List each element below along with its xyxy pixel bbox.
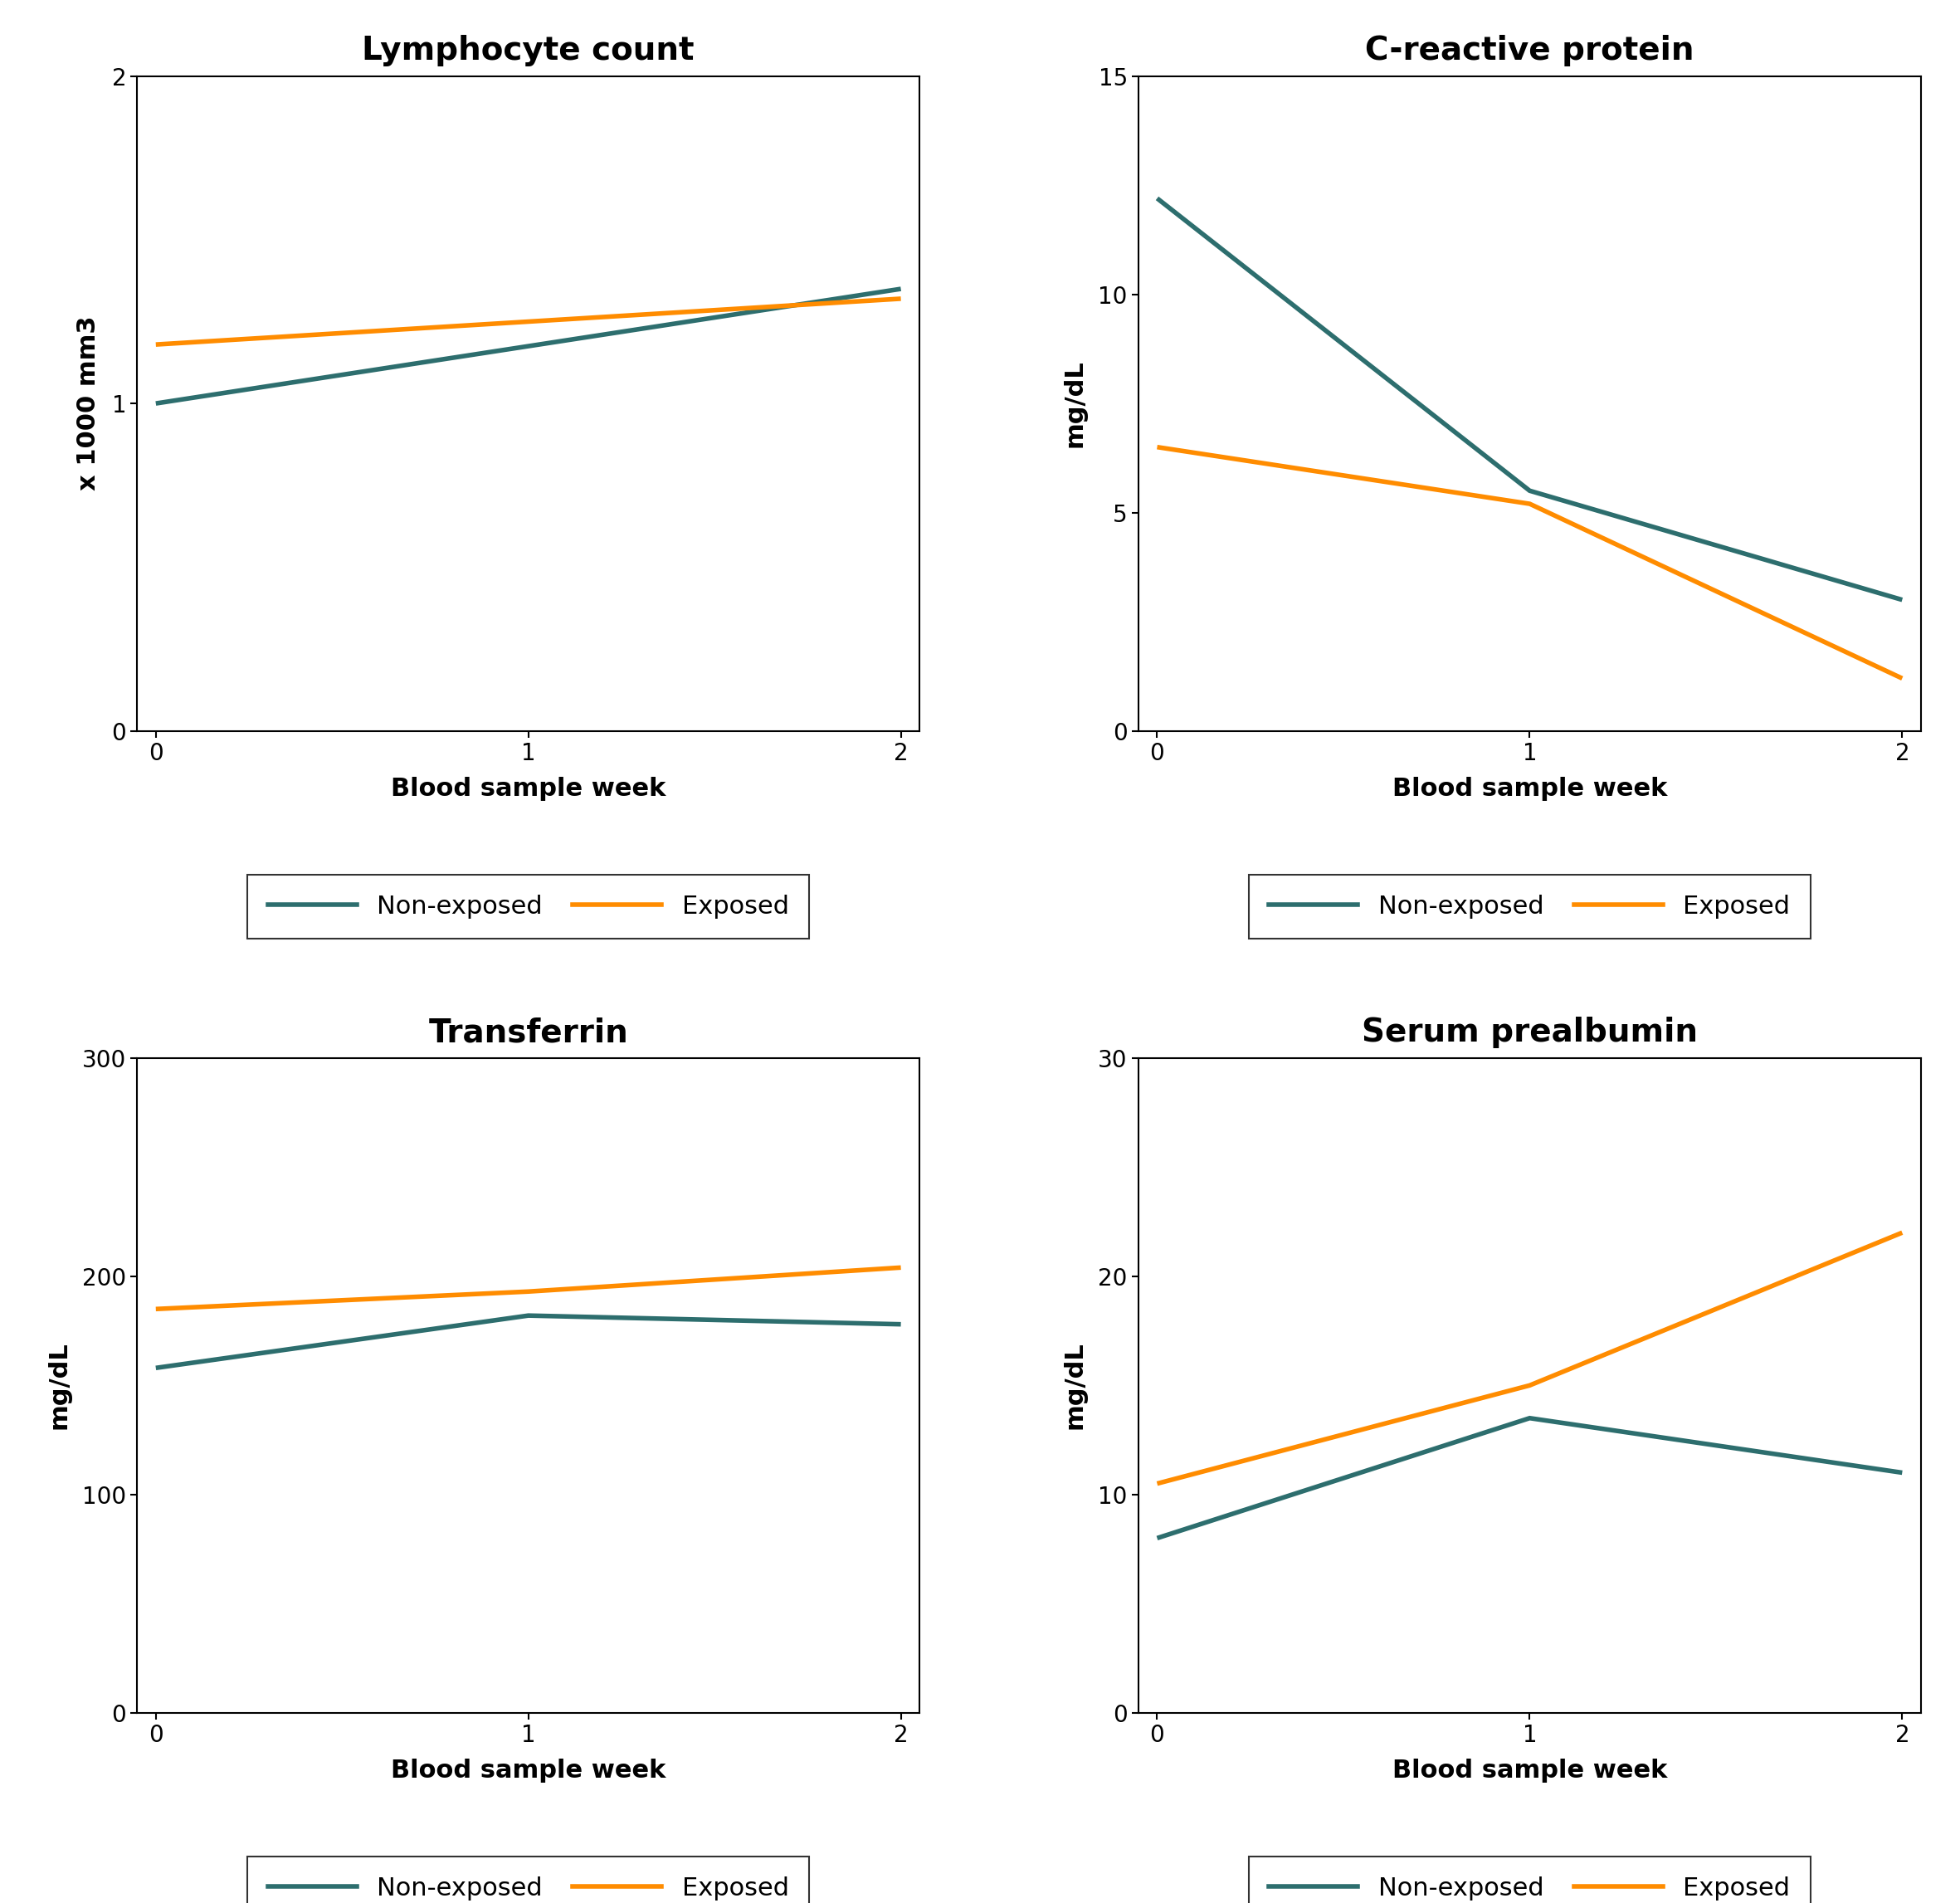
Title: Transferrin: Transferrin bbox=[429, 1016, 629, 1049]
Y-axis label: mg/dL: mg/dL bbox=[1062, 360, 1086, 447]
Title: Lymphocyte count: Lymphocyte count bbox=[363, 34, 694, 67]
Y-axis label: mg/dL: mg/dL bbox=[47, 1342, 71, 1429]
Title: Serum prealbumin: Serum prealbumin bbox=[1362, 1016, 1697, 1049]
Legend: Non-exposed, Exposed: Non-exposed, Exposed bbox=[1249, 873, 1811, 938]
X-axis label: Blood sample week: Blood sample week bbox=[1392, 1758, 1668, 1783]
Y-axis label: x 1000 mm3: x 1000 mm3 bbox=[76, 316, 100, 491]
Title: C-reactive protein: C-reactive protein bbox=[1366, 34, 1693, 67]
Legend: Non-exposed, Exposed: Non-exposed, Exposed bbox=[247, 1855, 809, 1903]
X-axis label: Blood sample week: Blood sample week bbox=[1392, 776, 1668, 801]
X-axis label: Blood sample week: Blood sample week bbox=[390, 1758, 666, 1783]
Legend: Non-exposed, Exposed: Non-exposed, Exposed bbox=[247, 873, 809, 938]
Y-axis label: mg/dL: mg/dL bbox=[1062, 1342, 1086, 1429]
X-axis label: Blood sample week: Blood sample week bbox=[390, 776, 666, 801]
Legend: Non-exposed, Exposed: Non-exposed, Exposed bbox=[1249, 1855, 1811, 1903]
